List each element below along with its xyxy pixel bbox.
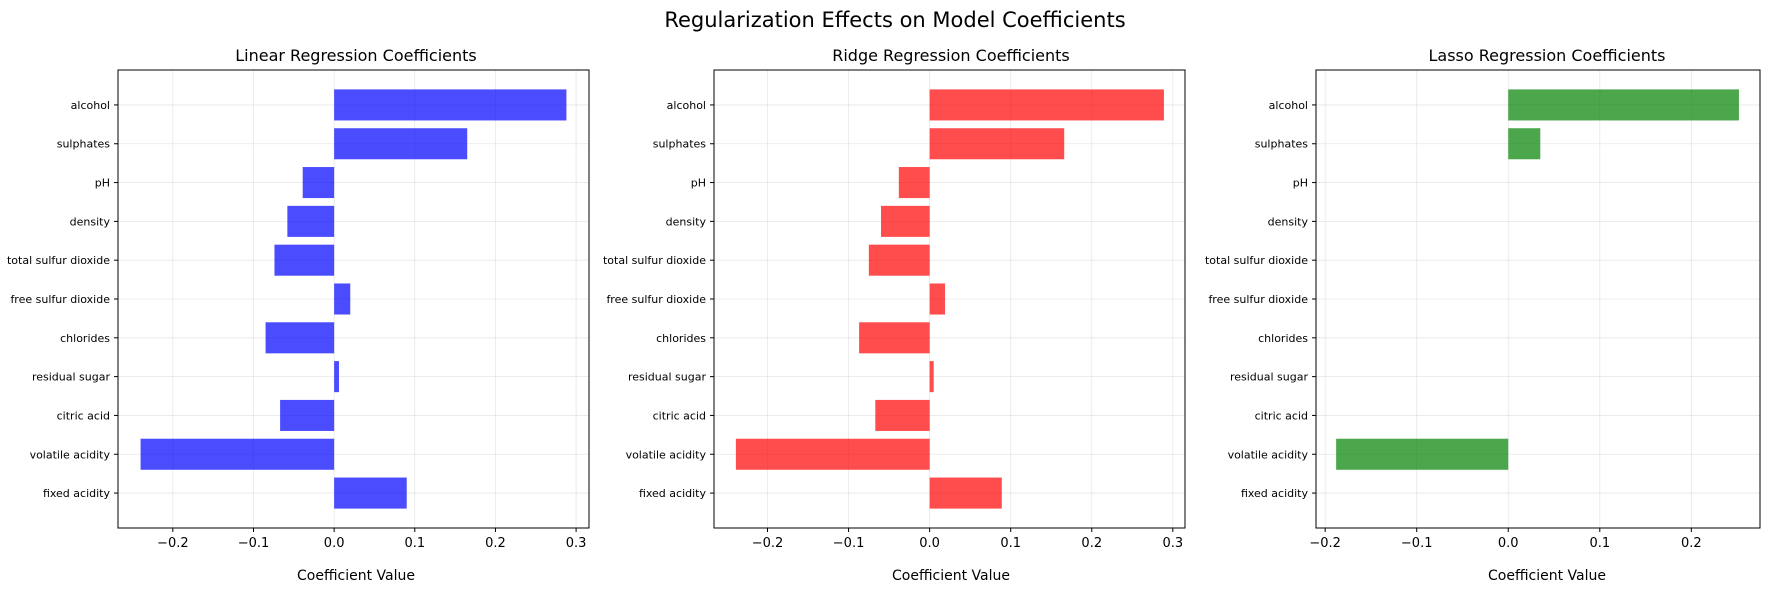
x-tick-label: −0.2	[1309, 536, 1341, 551]
plot-area-lasso: fixed acidity volatile acidity citric acid…	[1205, 69, 1761, 551]
bar-chlorides	[859, 322, 930, 354]
bar-sulphates	[334, 128, 468, 160]
y-tick-label-citric-acid: citric acid	[653, 409, 706, 422]
bar-volatile-acidity	[735, 438, 930, 470]
bar-free-sulfur-dioxide	[929, 283, 946, 315]
bar-fixed-acidity	[929, 477, 1002, 509]
x-tick-label: 0.2	[1681, 536, 1702, 551]
panel-title: Lasso Regression Coefficients	[1429, 46, 1666, 65]
y-tick-label-free-sulfur-dioxide: free sulfur dioxide	[1208, 293, 1308, 306]
x-tick-label: 0.1	[1589, 536, 1610, 551]
bar-total-sulfur-dioxide	[274, 244, 335, 276]
x-tick-label: 0.0	[1498, 536, 1519, 551]
y-tick-label-total-sulfur-dioxide: total sulfur dioxide	[7, 254, 110, 267]
x-tick-label: 0.2	[485, 536, 506, 551]
y-tick-label-sulphates: sulphates	[653, 138, 707, 151]
x-tick-label: −0.1	[1401, 536, 1433, 551]
x-tick-label: 0.3	[566, 536, 587, 551]
y-tick-label-free-sulfur-dioxide: free sulfur dioxide	[10, 293, 110, 306]
panel-lasso: Lasso Regression Coefficients fixed acid…	[1205, 46, 1761, 584]
y-tick-label-residual-sugar: residual sugar	[32, 371, 111, 384]
x-tick-label: 0.1	[1000, 536, 1021, 551]
bar-volatile-acidity	[1336, 438, 1509, 470]
x-axis-label: Coefficient Value	[297, 568, 415, 584]
bar-density	[880, 205, 930, 237]
bar-density	[287, 205, 335, 237]
x-axis-label: Coefficient Value	[1488, 568, 1606, 584]
bar-fixed-acidity	[334, 477, 407, 509]
y-tick-label-chlorides: chlorides	[656, 332, 706, 345]
y-tick-label-citric-acid: citric acid	[57, 409, 110, 422]
x-tick-label: 0.2	[1081, 536, 1102, 551]
bar-ph	[302, 167, 335, 199]
bar-sulphates	[1508, 128, 1541, 160]
x-tick-label: −0.1	[833, 536, 865, 551]
panel-linear: Linear Regression Coefficients fixed aci…	[7, 46, 590, 584]
y-tick-label-ph: pH	[95, 177, 110, 190]
x-tick-label: 0.0	[919, 536, 940, 551]
y-tick-label-fixed-acidity: fixed acidity	[1241, 487, 1309, 500]
bar-alcohol	[334, 89, 567, 121]
y-tick-label-alcohol: alcohol	[1269, 99, 1308, 112]
plot-area-ridge: fixed acidity volatile acidity citric acid…	[603, 69, 1186, 551]
bar-sulphates	[929, 128, 1065, 160]
plot-area-linear: fixed acidity volatile acidity citric acid…	[7, 69, 590, 551]
bar-volatile-acidity	[140, 438, 335, 470]
x-tick-label: −0.2	[752, 536, 784, 551]
y-tick-label-fixed-acidity: fixed acidity	[43, 487, 111, 500]
panel-title: Linear Regression Coefficients	[235, 46, 477, 65]
y-tick-label-sulphates: sulphates	[1255, 138, 1309, 151]
y-tick-label-density: density	[666, 215, 707, 228]
y-tick-label-volatile-acidity: volatile acidity	[30, 448, 111, 461]
bar-alcohol	[1508, 89, 1739, 121]
y-tick-label-volatile-acidity: volatile acidity	[1228, 448, 1309, 461]
y-tick-label-ph: pH	[691, 177, 706, 190]
y-tick-label-ph: pH	[1293, 177, 1308, 190]
x-tick-label: 0.0	[324, 536, 345, 551]
bar-total-sulfur-dioxide	[868, 244, 930, 276]
bar-alcohol	[929, 89, 1164, 121]
y-tick-label-residual-sugar: residual sugar	[628, 371, 707, 384]
bar-free-sulfur-dioxide	[334, 283, 351, 315]
bar-chlorides	[265, 322, 335, 354]
y-tick-label-total-sulfur-dioxide: total sulfur dioxide	[603, 254, 706, 267]
figure-title: Regularization Effects on Model Coeffici…	[664, 8, 1125, 32]
y-tick-label-alcohol: alcohol	[667, 99, 706, 112]
x-tick-label: 0.3	[1162, 536, 1183, 551]
x-axis-label: Coefficient Value	[892, 568, 1010, 584]
y-tick-label-alcohol: alcohol	[71, 99, 110, 112]
y-tick-label-fixed-acidity: fixed acidity	[639, 487, 707, 500]
y-tick-label-density: density	[1268, 215, 1309, 228]
y-tick-label-free-sulfur-dioxide: free sulfur dioxide	[606, 293, 706, 306]
y-tick-label-residual-sugar: residual sugar	[1230, 371, 1309, 384]
y-tick-label-total-sulfur-dioxide: total sulfur dioxide	[1205, 254, 1308, 267]
x-tick-label: −0.2	[157, 536, 189, 551]
y-tick-label-sulphates: sulphates	[57, 138, 111, 151]
y-tick-label-citric-acid: citric acid	[1255, 409, 1308, 422]
bar-citric-acid	[280, 399, 335, 431]
y-tick-label-chlorides: chlorides	[1258, 332, 1308, 345]
bar-ph	[898, 167, 930, 199]
y-tick-label-chlorides: chlorides	[60, 332, 110, 345]
panel-ridge: Ridge Regression Coefficients fixed acid…	[603, 46, 1186, 584]
y-tick-label-density: density	[70, 215, 111, 228]
bar-residual-sugar	[929, 361, 934, 393]
y-tick-label-volatile-acidity: volatile acidity	[626, 448, 707, 461]
bar-residual-sugar	[334, 361, 339, 393]
panel-title: Ridge Regression Coefficients	[832, 46, 1070, 65]
bar-citric-acid	[875, 399, 930, 431]
x-tick-label: 0.1	[404, 536, 425, 551]
x-tick-label: −0.1	[238, 536, 270, 551]
